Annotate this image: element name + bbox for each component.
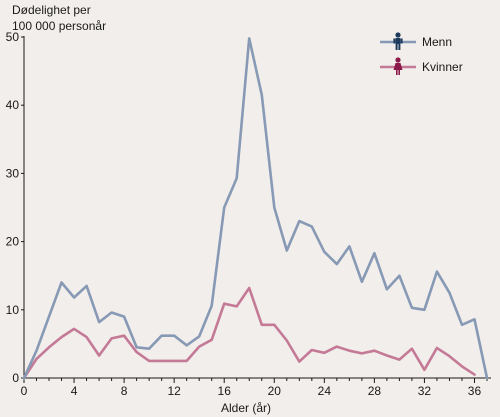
x-tick-label: 20 bbox=[268, 384, 282, 398]
x-tick-label: 36 bbox=[468, 384, 482, 398]
legend: Menn Kvinner bbox=[380, 32, 463, 75]
x-tick-label: 16 bbox=[218, 384, 232, 398]
series-line-menn bbox=[22, 37, 489, 380]
x-tick-label: 12 bbox=[167, 384, 181, 398]
y-tick-label: 40 bbox=[6, 98, 20, 112]
y-tick-label: 50 bbox=[6, 30, 20, 44]
y-tick-label: 10 bbox=[6, 303, 20, 317]
legend-label-menn: Menn bbox=[422, 35, 452, 49]
x-tick-label: 0 bbox=[21, 384, 28, 398]
x-tick-label: 8 bbox=[121, 384, 128, 398]
y-tick-label: 0 bbox=[12, 371, 19, 385]
y-tick-label: 30 bbox=[6, 166, 20, 180]
series-line-kvinner bbox=[22, 286, 476, 380]
x-axis: 0 4 8 12 16 20 24 28 32 36 bbox=[21, 377, 491, 398]
woman-icon bbox=[393, 57, 403, 75]
y-axis: 0 10 20 30 40 50 bbox=[6, 30, 25, 385]
plot-series bbox=[22, 37, 489, 380]
x-tick-label: 24 bbox=[318, 384, 332, 398]
x-tick-label: 28 bbox=[368, 384, 382, 398]
y-axis-title-line-2: 100 000 personår bbox=[12, 19, 106, 33]
x-tick-label: 4 bbox=[71, 384, 78, 398]
man-icon bbox=[393, 32, 403, 50]
y-axis-title-line-1: Dødelighet per bbox=[12, 3, 91, 17]
y-tick-label: 20 bbox=[6, 235, 20, 249]
x-tick-label: 32 bbox=[418, 384, 432, 398]
legend-label-kvinner: Kvinner bbox=[422, 60, 463, 74]
x-axis-title: Alder (år) bbox=[221, 401, 271, 415]
